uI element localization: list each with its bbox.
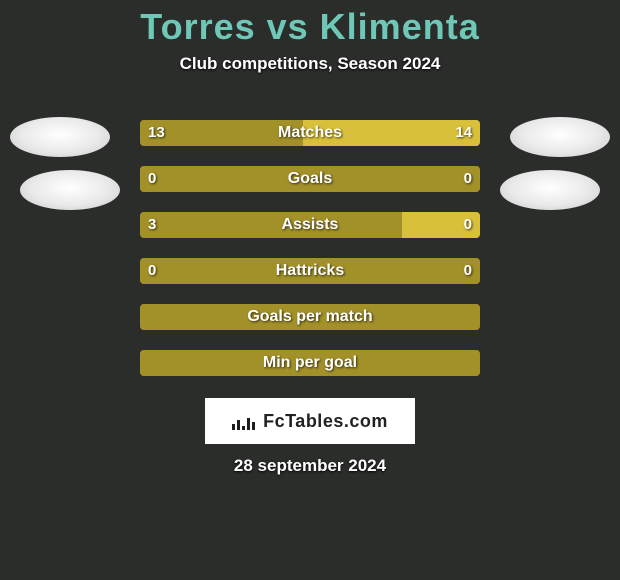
logo-text: FcTables.com <box>263 411 388 432</box>
logo-bars-icon <box>232 412 257 430</box>
stat-label: Hattricks <box>140 258 480 284</box>
stat-label: Assists <box>140 212 480 238</box>
stats-block: Matches1314Goals00Assists30Hattricks00Go… <box>0 110 620 386</box>
logo: FcTables.com <box>205 398 415 444</box>
stat-value-right: 0 <box>464 212 472 238</box>
comparison-infographic: Torres vs Klimenta Club competitions, Se… <box>0 0 620 580</box>
stat-row: Min per goal <box>0 340 620 386</box>
stat-label: Goals per match <box>140 304 480 330</box>
stat-value-left: 0 <box>148 166 156 192</box>
stat-value-right: 0 <box>464 166 472 192</box>
stat-row: Matches13 14 <box>0 110 620 156</box>
stat-value-left: 13 <box>148 120 165 146</box>
stat-label: Goals <box>140 166 480 192</box>
stat-value-right: 14 <box>455 120 472 146</box>
date-label: 28 september 2024 <box>0 456 620 476</box>
stat-row: Goals per match <box>0 294 620 340</box>
stat-value-left: 3 <box>148 212 156 238</box>
stat-value-right: 0 <box>464 258 472 284</box>
stat-label: Matches <box>140 120 480 146</box>
stat-label: Min per goal <box>140 350 480 376</box>
page-title: Torres vs Klimenta <box>0 0 620 48</box>
stat-row: Goals0 0 <box>0 156 620 202</box>
stat-row: Assists3 0 <box>0 202 620 248</box>
stat-row: Hattricks0 0 <box>0 248 620 294</box>
subtitle: Club competitions, Season 2024 <box>0 54 620 74</box>
stat-value-left: 0 <box>148 258 156 284</box>
